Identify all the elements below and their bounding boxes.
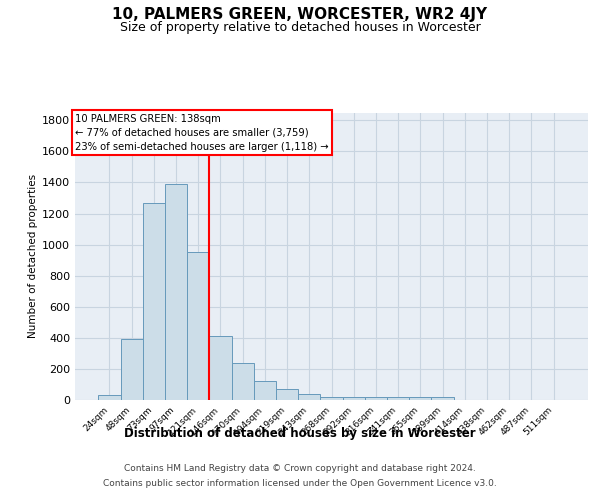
Bar bbox=[98, 396, 121, 400]
Text: Distribution of detached houses by size in Worcester: Distribution of detached houses by size … bbox=[124, 428, 476, 440]
Bar bbox=[254, 382, 276, 400]
Bar bbox=[232, 364, 254, 400]
Bar bbox=[121, 338, 143, 400]
Y-axis label: Number of detached properties: Number of detached properties bbox=[28, 174, 38, 338]
Bar bbox=[365, 397, 387, 400]
Bar bbox=[431, 397, 454, 400]
Bar bbox=[343, 397, 365, 400]
Bar bbox=[320, 397, 343, 400]
Bar bbox=[276, 389, 298, 400]
Text: Size of property relative to detached houses in Worcester: Size of property relative to detached ho… bbox=[119, 21, 481, 34]
Bar bbox=[165, 184, 187, 400]
Bar bbox=[409, 397, 431, 400]
Text: 10 PALMERS GREEN: 138sqm
← 77% of detached houses are smaller (3,759)
23% of sem: 10 PALMERS GREEN: 138sqm ← 77% of detach… bbox=[75, 114, 329, 152]
Bar bbox=[209, 336, 232, 400]
Bar bbox=[187, 252, 209, 400]
Text: 10, PALMERS GREEN, WORCESTER, WR2 4JY: 10, PALMERS GREEN, WORCESTER, WR2 4JY bbox=[112, 8, 488, 22]
Bar bbox=[387, 397, 409, 400]
Bar bbox=[143, 204, 165, 400]
Text: Contains public sector information licensed under the Open Government Licence v3: Contains public sector information licen… bbox=[103, 479, 497, 488]
Bar bbox=[298, 394, 320, 400]
Text: Contains HM Land Registry data © Crown copyright and database right 2024.: Contains HM Land Registry data © Crown c… bbox=[124, 464, 476, 473]
